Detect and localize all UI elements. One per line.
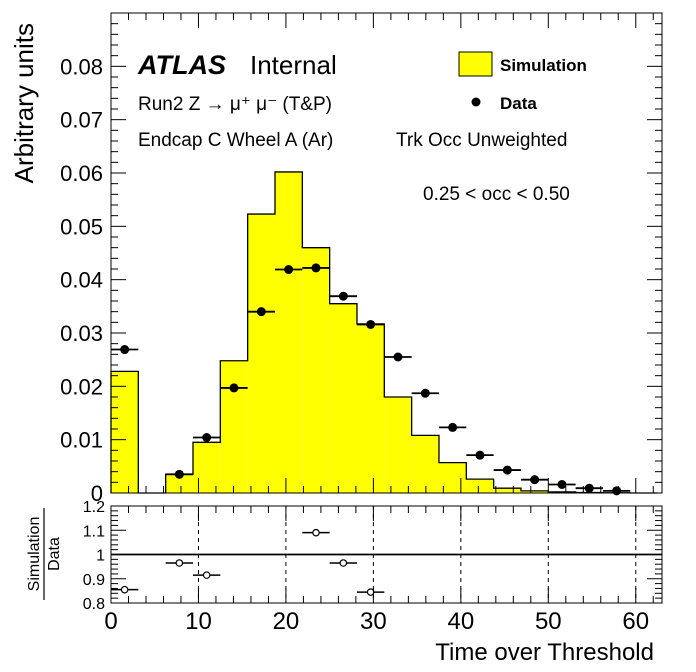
data-point bbox=[174, 469, 184, 479]
simulation-bar bbox=[220, 360, 248, 493]
occupancy-label: 0.25 < occ < 0.50 bbox=[423, 184, 570, 205]
ratio-x-tick-label: 20 bbox=[273, 608, 300, 635]
main-y-tick-label: 0.06 bbox=[60, 161, 103, 186]
data-point bbox=[530, 475, 540, 485]
main-panel: 0 0.01 0.02 0.03 0.04 0.05 0.06 0.07 0.08 Arbitr… bbox=[9, 12, 663, 506]
data-point bbox=[420, 388, 430, 398]
ratio-point bbox=[120, 585, 129, 594]
ratio-y-tick-label: 1.1 bbox=[83, 523, 105, 540]
ratio-x-gridlines bbox=[197, 506, 637, 603]
ratio-point bbox=[312, 528, 320, 537]
legend-simulation-swatch bbox=[458, 51, 493, 77]
ratio-y-tick-label: 1.2 bbox=[83, 499, 105, 516]
main-y-ticks: 0 0.01 0.02 0.03 0.04 0.05 0.06 0.07 0.08 bbox=[60, 12, 662, 506]
simulation-histogram bbox=[110, 171, 658, 494]
simulation-outline bbox=[110, 171, 658, 494]
process-label: Run2 Z → μ⁺ μ⁻ (T&P) bbox=[138, 94, 332, 115]
main-y-tick-label: 0.01 bbox=[60, 428, 103, 453]
data-point bbox=[120, 345, 130, 355]
simulation-bar bbox=[329, 303, 357, 493]
ratio-x-tick-label: 40 bbox=[447, 608, 474, 635]
data-points bbox=[111, 263, 631, 496]
data-point bbox=[284, 265, 294, 275]
atlas-label: ATLAS bbox=[137, 50, 226, 80]
ratio-y-tick-label: 0.8 bbox=[83, 596, 105, 613]
simulation-bar bbox=[192, 442, 221, 493]
data-point bbox=[475, 450, 485, 460]
region-label: Endcap C Wheel A (Ar) bbox=[138, 130, 333, 151]
x-axis-label: Time over Threshold bbox=[435, 639, 654, 666]
data-point bbox=[502, 465, 512, 475]
ratio-y-tick-label: 1 bbox=[96, 548, 105, 565]
main-y-tick-label: 0.03 bbox=[60, 321, 103, 346]
data-point bbox=[229, 383, 239, 393]
ratio-x-tick-label: 0 bbox=[104, 608, 117, 635]
ratio-y-axis-label: Simulation Data bbox=[26, 508, 63, 600]
ratio-panel: 0.8 0.9 1 1.1 1.2 0 10 20 30 40 50 60 Simulation D… bbox=[26, 499, 663, 666]
ratio-point bbox=[175, 559, 184, 567]
main-y-tick-label: 0.07 bbox=[60, 108, 103, 133]
ratio-point bbox=[202, 571, 211, 579]
ratio-y-numerator: Simulation bbox=[26, 517, 43, 592]
data-point bbox=[338, 291, 348, 301]
simulation-bar bbox=[247, 214, 275, 494]
data-point bbox=[557, 479, 567, 489]
data-point bbox=[584, 483, 594, 493]
main-y-tick-label: 0.02 bbox=[60, 374, 103, 399]
simulation-bar bbox=[493, 488, 521, 493]
simulation-bar bbox=[520, 490, 549, 493]
main-x-ticks bbox=[110, 13, 654, 493]
ratio-y-denominator: Data bbox=[46, 537, 63, 571]
data-point bbox=[366, 319, 376, 329]
data-point bbox=[256, 307, 266, 317]
ratio-frame bbox=[110, 505, 663, 604]
simulation-bar bbox=[111, 371, 139, 493]
simulation-bar bbox=[165, 474, 193, 493]
simulation-bar bbox=[302, 247, 330, 493]
main-y-tick-label: 0.04 bbox=[60, 268, 103, 293]
ratio-x-tick-label: 10 bbox=[185, 608, 212, 635]
simulation-bar bbox=[356, 323, 385, 493]
simulation-bar bbox=[274, 171, 303, 493]
weighting-label: Trk Occ Unweighted bbox=[396, 130, 567, 151]
ratio-point bbox=[339, 559, 348, 567]
simulation-bar bbox=[411, 435, 439, 493]
data-point bbox=[612, 486, 622, 496]
main-y-tick-label: 0.05 bbox=[60, 214, 103, 239]
data-point bbox=[393, 352, 403, 362]
y-axis-label: Arbitrary units bbox=[9, 23, 39, 183]
internal-label: Internal bbox=[250, 50, 337, 80]
ratio-x-tick-label: 30 bbox=[360, 608, 387, 635]
data-point bbox=[311, 263, 321, 273]
main-y-tick-label: 0.08 bbox=[60, 54, 103, 79]
legend: Simulation Data bbox=[458, 51, 587, 113]
simulation-bar bbox=[466, 479, 494, 493]
legend-data-label: Data bbox=[500, 94, 537, 113]
ratio-x-tick-label: 50 bbox=[535, 608, 562, 635]
ratio-x-tick-label: 60 bbox=[622, 608, 649, 635]
main-frame bbox=[110, 12, 663, 494]
simulation-bar bbox=[384, 397, 412, 493]
legend-data-marker bbox=[471, 97, 481, 107]
main-y-tick-label: 0 bbox=[91, 481, 103, 506]
ratio-x-ticks: 0 10 20 30 40 50 60 bbox=[104, 506, 654, 635]
data-point bbox=[202, 433, 212, 443]
ratio-points bbox=[111, 528, 385, 596]
ratio-y-tick-label: 0.9 bbox=[83, 572, 105, 589]
data-point bbox=[448, 422, 458, 432]
legend-simulation-label: Simulation bbox=[500, 56, 587, 75]
